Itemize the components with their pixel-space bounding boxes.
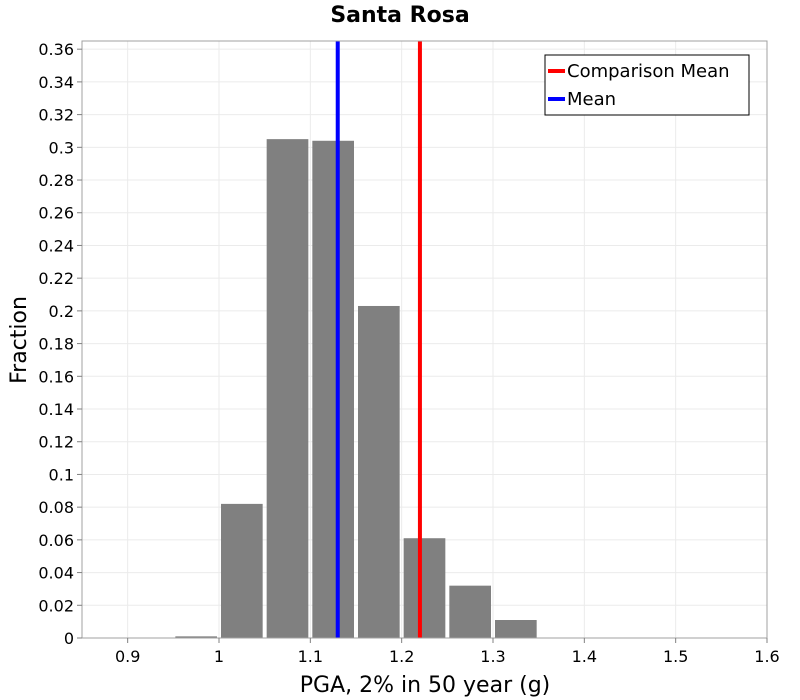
- histogram-bar: [358, 305, 400, 638]
- x-axis-ticks: 0.9 1 1.1 1.2 1.3 1.4 1.5 1.6: [115, 638, 780, 666]
- legend: Comparison Mean Mean: [544, 54, 750, 116]
- histogram-bar: [403, 538, 446, 638]
- y-tick-label: 0.14: [38, 400, 74, 419]
- y-tick-label: 0.08: [38, 498, 74, 517]
- y-tick-label: 0.26: [38, 204, 74, 223]
- x-tick-label: 1.4: [572, 647, 597, 666]
- y-tick-label: 0.02: [38, 596, 74, 615]
- y-tick-label: 0.18: [38, 335, 74, 354]
- legend-label: Mean: [567, 89, 616, 110]
- x-tick-label: 1.1: [298, 647, 323, 666]
- y-tick-label: 0.36: [38, 40, 74, 59]
- histogram-bar: [449, 585, 491, 638]
- histogram-bars: [175, 139, 537, 639]
- y-tick-label: 0.22: [38, 269, 74, 288]
- y-tick-label: 0.04: [38, 564, 74, 583]
- y-tick-label: 0.28: [38, 171, 74, 190]
- y-tick-label: 0.34: [38, 73, 74, 92]
- y-axis-title: Fraction: [7, 296, 32, 384]
- y-axis-ticks: 0 0.02 0.04 0.06 0.08 0.1 0.12 0.14 0.16 0.18 0.2 0…: [38, 40, 82, 648]
- histogram-bar: [495, 620, 537, 638]
- chart-title: Santa Rosa: [330, 3, 469, 28]
- x-tick-label: 0.9: [115, 647, 140, 666]
- y-tick-label: 0.12: [38, 433, 74, 452]
- x-tick-label: 1.6: [754, 647, 779, 666]
- histogram-bar: [312, 140, 354, 639]
- x-tick-label: 1: [214, 647, 224, 666]
- plot-frame: [81, 40, 768, 639]
- y-tick-label: 0.32: [38, 106, 74, 125]
- y-tick-label: 0.16: [38, 367, 74, 386]
- x-tick-label: 1.3: [480, 647, 505, 666]
- reference-lines: [335, 41, 422, 638]
- y-tick-label: 0.06: [38, 531, 74, 550]
- legend-box: [544, 54, 750, 116]
- x-axis-title: PGA, 2% in 50 year (g): [300, 673, 551, 698]
- y-tick-label: 0.3: [49, 138, 74, 157]
- histogram-bar: [221, 503, 263, 638]
- x-tick-label: 1.2: [389, 647, 414, 666]
- grid-lines: [82, 41, 768, 639]
- histogram-bar: [266, 139, 309, 638]
- x-tick-label: 1.5: [663, 647, 688, 666]
- y-tick-label: 0: [64, 629, 74, 648]
- y-tick-label: 0.1: [49, 465, 74, 484]
- y-tick-label: 0.2: [49, 302, 74, 321]
- y-tick-label: 0.24: [38, 236, 74, 255]
- histogram-bar: [175, 636, 217, 638]
- legend-label: Comparison Mean: [567, 61, 730, 82]
